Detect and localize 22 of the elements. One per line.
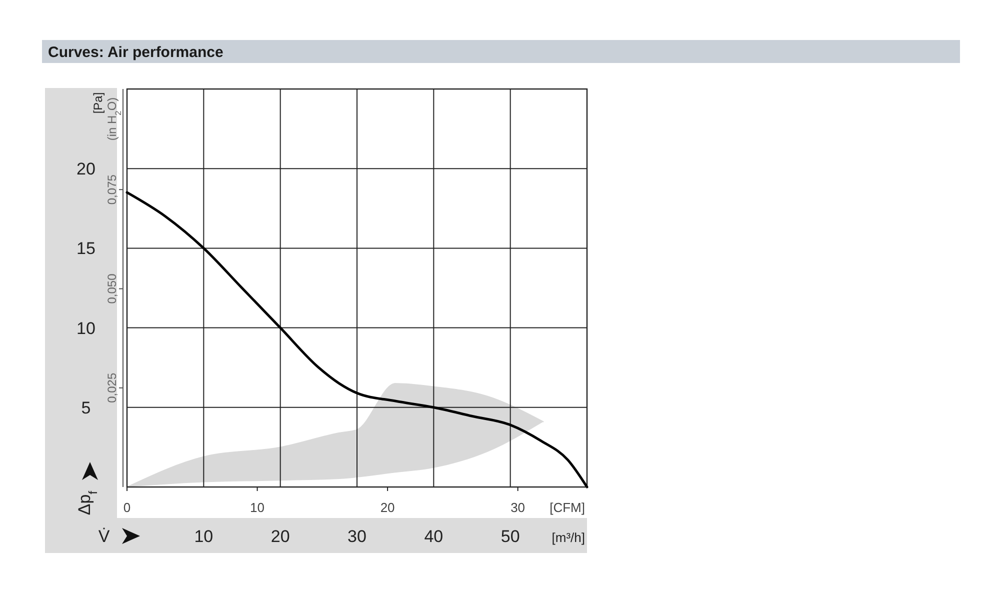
y-tick-label: 10 bbox=[76, 318, 96, 338]
line-series bbox=[126, 191, 588, 488]
x-tick-label: 20 bbox=[270, 527, 290, 546]
y2-tick-label: 0,075 bbox=[105, 174, 119, 205]
x2-tick-label: 10 bbox=[250, 500, 265, 515]
x2-axis-title: [CFM] bbox=[550, 500, 585, 515]
y-tick-label: 20 bbox=[76, 160, 96, 179]
x-tick-label: 30 bbox=[348, 527, 366, 546]
text: [m³/h] bbox=[552, 530, 585, 545]
y2-tick-label: 0,050 bbox=[105, 273, 119, 304]
x2-tick-label: 30 bbox=[510, 500, 526, 515]
x2-tick-label: 0 bbox=[123, 500, 131, 515]
y2-tick-label: 0,025 bbox=[105, 372, 119, 403]
text: [Pa] bbox=[91, 92, 105, 114]
x-tick-label: 10 bbox=[194, 527, 214, 546]
y-tick-label: 5 bbox=[81, 398, 91, 418]
x-tick-label: 40 bbox=[424, 527, 444, 546]
x-axis-title: V̇ bbox=[98, 527, 110, 546]
x2-tick-label: 20 bbox=[380, 500, 395, 515]
y-tick-label: 15 bbox=[76, 239, 96, 258]
chart-title: Curves: Air performance bbox=[48, 44, 224, 61]
x-tick-label: 50 bbox=[500, 527, 520, 546]
